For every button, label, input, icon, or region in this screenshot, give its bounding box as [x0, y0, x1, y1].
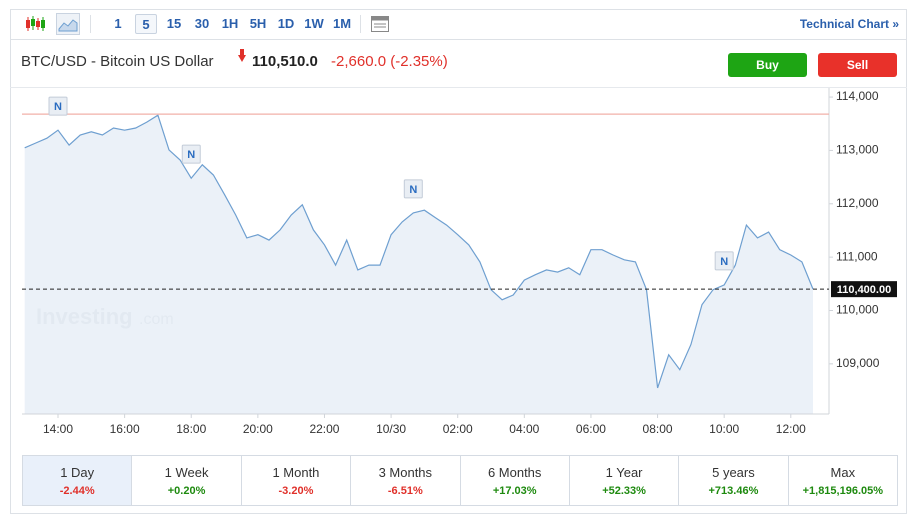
divider	[10, 87, 907, 88]
toolbar: Technical Chart » 1 5 15 30 1H 5H 1D 1W 1M	[10, 9, 907, 40]
period-label: 1 Week	[164, 465, 209, 480]
area-chart-icon[interactable]	[56, 13, 80, 35]
last-price: 110,510.0	[252, 53, 318, 70]
price-change: -2,660.0 (-2.35%)	[331, 53, 448, 70]
interval-button[interactable]: 15	[166, 16, 182, 31]
x-tick-label: 18:00	[176, 422, 206, 436]
interval-button[interactable]: 5	[135, 14, 157, 34]
period-label: 1 Day	[60, 465, 95, 480]
period-change: +713.46%	[708, 485, 759, 497]
period-label: 3 Months	[378, 465, 433, 480]
separator	[360, 15, 361, 33]
news-marker: N	[48, 96, 68, 116]
separator	[90, 15, 91, 33]
x-tick-label: 02:00	[443, 422, 473, 436]
interval-button[interactable]: 1W	[304, 16, 324, 31]
widget-frame	[10, 9, 907, 514]
period-change: -6.51%	[387, 485, 423, 497]
x-tick-label: 04:00	[509, 422, 539, 436]
news-marker-label: N	[409, 184, 417, 196]
x-tick-label: 08:00	[643, 422, 673, 436]
x-tick-label: 10:00	[709, 422, 739, 436]
x-tick-label: 06:00	[576, 422, 606, 436]
period-label: 6 Months	[487, 465, 542, 480]
news-marker-box	[181, 144, 201, 164]
x-tick-label: 14:00	[43, 422, 73, 436]
period-label: 1 Year	[605, 465, 643, 480]
news-marker: N	[403, 179, 423, 199]
news-marker: N	[181, 144, 201, 164]
period-change: -3.20%	[278, 485, 314, 497]
table-icon[interactable]	[370, 15, 390, 33]
current-price-box	[831, 281, 897, 298]
period-label: 1 Month	[272, 465, 320, 480]
period-tab[interactable]: 3 Months -6.51%	[351, 456, 461, 505]
period-tab[interactable]: 1 Day -2.44%	[23, 456, 133, 505]
news-marker-label: N	[720, 256, 728, 268]
period-change: +52.33%	[602, 485, 646, 497]
period-tab[interactable]: Max +1,815,196.05%	[789, 456, 897, 505]
period-change: -2.44%	[59, 485, 95, 497]
period-change: +1,815,196.05%	[802, 485, 884, 497]
y-tick-label: 112,000	[836, 196, 879, 210]
y-tick-label: 109,000	[836, 356, 880, 370]
technical-chart-link[interactable]: Technical Chart »	[799, 17, 899, 31]
news-marker-label: N	[187, 149, 195, 161]
change-percent: (-2.35%)	[390, 53, 448, 70]
period-label: Max	[830, 465, 856, 480]
chart: Investing.com109,000110,000111,000112,00…	[22, 88, 897, 436]
down-arrow	[238, 49, 246, 62]
x-tick-label: 22:00	[309, 422, 339, 436]
candlestick-icon[interactable]	[24, 15, 46, 33]
interval-button[interactable]: 1D	[277, 16, 295, 31]
interval-button[interactable]: 5H	[249, 16, 267, 31]
change-value: -2,660.0	[331, 53, 387, 70]
interval-button[interactable]: 1H	[221, 16, 239, 31]
x-tick-label: 16:00	[110, 422, 140, 436]
y-tick-label: 114,000	[836, 89, 879, 103]
price-line	[24, 114, 814, 389]
news-marker-box	[714, 251, 734, 271]
current-price-label: 110,400.00	[837, 284, 891, 296]
y-tick-label: 110,000	[836, 303, 879, 317]
interval-button[interactable]: 30	[194, 16, 210, 31]
period-tab[interactable]: 5 years +713.46%	[679, 456, 789, 505]
period-change: +17.03%	[492, 485, 537, 497]
instrument-title: BTC/USD - Bitcoin US Dollar	[21, 53, 214, 70]
period-tabs: 1 Day -2.44% 1 Week +0.20% 1 Month -3.20% 3 Mo…	[22, 455, 898, 506]
sell-button[interactable]: Sell	[818, 53, 897, 77]
period-change: +0.20%	[167, 485, 206, 497]
news-marker-box	[48, 96, 68, 116]
period-label: 5 years	[712, 465, 755, 480]
x-tick-label: 20:00	[243, 422, 273, 436]
y-tick-label: 111,000	[836, 249, 878, 263]
interval-button[interactable]: 1	[114, 16, 122, 31]
period-tab[interactable]: 1 Week +0.20%	[132, 456, 242, 505]
news-marker-label: N	[54, 101, 62, 113]
y-tick-label: 113,000	[836, 143, 879, 157]
x-tick-label: 10/30	[376, 422, 406, 436]
period-tab[interactable]: 1 Year +52.33%	[570, 456, 680, 505]
x-tick-label: 12:00	[776, 422, 806, 436]
news-marker-box	[403, 179, 423, 199]
interval-button[interactable]: 1M	[332, 16, 352, 31]
area-fill	[24, 115, 813, 414]
period-tab[interactable]: 1 Month -3.20%	[242, 456, 352, 505]
news-marker: N	[714, 251, 734, 271]
period-tab[interactable]: 6 Months +17.03%	[461, 456, 570, 505]
buy-button[interactable]: Buy	[728, 53, 807, 77]
